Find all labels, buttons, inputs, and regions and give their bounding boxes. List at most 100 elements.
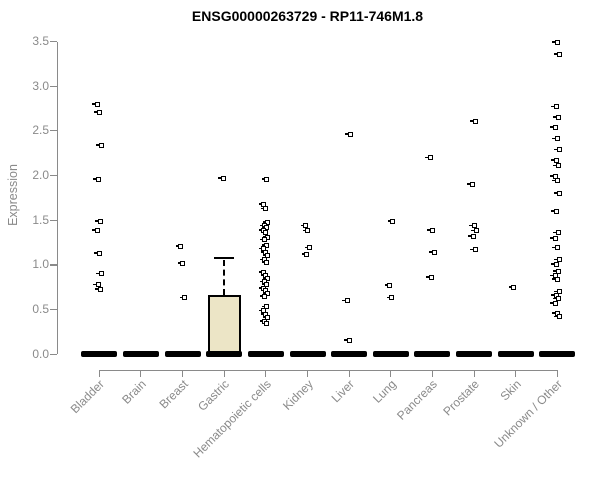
y-axis-tick	[49, 85, 57, 87]
data-point	[301, 251, 309, 257]
data-point	[471, 228, 479, 234]
data-point	[386, 295, 395, 301]
y-tick-label: 3.0	[32, 78, 49, 93]
data-point	[429, 249, 437, 255]
y-axis-tick	[49, 264, 57, 266]
chart-title: ENSG00000263729 - RP11-746M1.8	[191, 8, 424, 24]
y-tick-label: 0.0	[32, 346, 49, 361]
data-point	[551, 208, 559, 214]
data-point	[344, 337, 352, 343]
data-point	[470, 247, 478, 253]
data-point	[468, 233, 476, 239]
x-axis-tick	[223, 370, 225, 377]
y-tick-label: 1.0	[32, 257, 49, 272]
data-point	[551, 261, 559, 267]
data-point	[384, 282, 393, 288]
data-point	[302, 228, 310, 234]
data-point	[551, 157, 559, 163]
x-axis-tick	[473, 370, 475, 377]
x-axis-tick	[306, 370, 309, 377]
data-point	[554, 257, 562, 263]
x-axis-tick	[181, 370, 184, 377]
data-point	[218, 175, 226, 181]
median-bar	[372, 351, 409, 358]
y-axis-tick	[49, 40, 57, 43]
y-axis-tick	[49, 174, 57, 177]
y-tick-label: 2.0	[32, 168, 49, 183]
data-point	[550, 300, 558, 306]
median-bar	[539, 351, 576, 358]
data-point	[261, 304, 270, 310]
data-point	[425, 155, 433, 161]
data-point	[259, 237, 268, 243]
data-point	[262, 291, 271, 297]
data-point	[553, 296, 561, 302]
data-point	[261, 259, 270, 265]
y-axis-tick	[49, 309, 57, 311]
data-point	[553, 114, 561, 120]
data-point	[96, 142, 104, 148]
upper-whisker-cap	[214, 256, 235, 260]
data-point	[96, 271, 104, 277]
median-bar	[289, 351, 326, 358]
y-tick-label: 2.5	[32, 123, 49, 138]
median-bar	[122, 351, 159, 358]
box	[207, 295, 241, 355]
data-point	[467, 181, 475, 187]
data-point	[94, 109, 102, 115]
x-axis-tick	[515, 370, 517, 377]
data-point	[551, 104, 559, 110]
data-point	[262, 275, 271, 281]
data-point	[470, 118, 478, 124]
data-point	[554, 147, 562, 153]
median-bar	[81, 351, 118, 358]
data-point	[261, 176, 270, 182]
median-bar	[414, 351, 451, 358]
data-point	[261, 224, 270, 230]
x-axis-tick	[348, 370, 350, 377]
data-point	[179, 295, 188, 301]
median-bar	[206, 351, 243, 358]
y-tick-label: 3.5	[32, 34, 49, 48]
y-axis-tick	[49, 219, 57, 221]
y-axis-tick	[49, 353, 57, 355]
data-point	[552, 136, 560, 142]
data-point	[554, 289, 562, 295]
data-point	[92, 101, 100, 107]
data-point	[508, 284, 517, 290]
data-point	[95, 218, 103, 224]
data-point	[553, 230, 561, 236]
data-point	[300, 223, 308, 229]
median-bar	[247, 351, 284, 358]
median-bar	[456, 351, 493, 358]
y-tick-label: 0.5	[32, 302, 49, 317]
data-point	[304, 245, 312, 251]
data-point	[93, 176, 101, 182]
data-point	[553, 268, 561, 274]
data-point	[92, 227, 100, 233]
median-bar	[497, 351, 534, 358]
data-point	[345, 131, 353, 137]
x-axis-tick	[556, 370, 559, 377]
y-axis-tick	[49, 130, 57, 132]
data-point	[94, 250, 102, 256]
data-point	[554, 314, 562, 320]
data-point	[175, 243, 184, 249]
data-point	[262, 219, 271, 225]
data-point	[342, 298, 350, 304]
x-axis-tick	[390, 370, 392, 377]
data-point	[259, 293, 268, 299]
data-point	[261, 242, 270, 248]
median-bar	[164, 351, 201, 358]
data-point	[261, 282, 270, 288]
data-point	[552, 39, 560, 45]
data-point	[387, 218, 396, 224]
data-point	[426, 274, 434, 280]
data-point	[550, 124, 558, 130]
data-point	[95, 286, 103, 292]
y-tick-label: 1.5	[32, 212, 49, 227]
data-point	[552, 245, 560, 251]
data-point	[554, 51, 562, 57]
data-point	[553, 163, 561, 169]
